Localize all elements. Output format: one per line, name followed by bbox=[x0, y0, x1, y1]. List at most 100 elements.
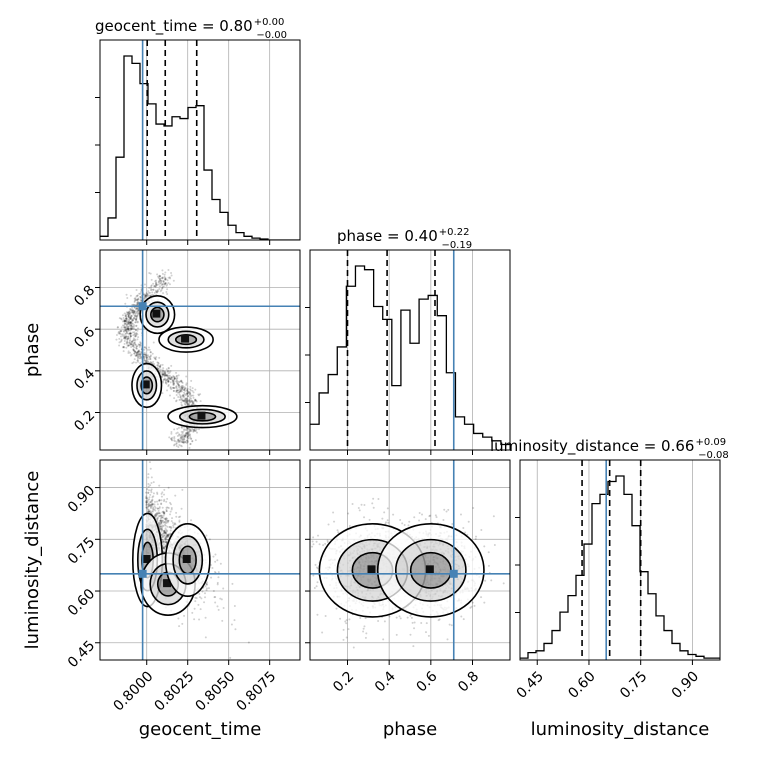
x-tick-label: 0.8 bbox=[455, 668, 482, 695]
sample-point bbox=[167, 374, 170, 377]
sample-point bbox=[181, 387, 184, 390]
sample-point bbox=[147, 485, 150, 488]
sample-point bbox=[163, 273, 166, 276]
density-peak bbox=[197, 411, 206, 420]
sample-point bbox=[149, 358, 152, 361]
sample-point bbox=[137, 308, 140, 311]
sample-point bbox=[413, 516, 416, 519]
sample-point bbox=[214, 560, 217, 563]
sample-point bbox=[126, 322, 129, 325]
sample-point bbox=[123, 322, 126, 325]
sample-point bbox=[145, 356, 148, 359]
sample-point bbox=[133, 297, 136, 300]
sample-point bbox=[130, 321, 133, 324]
sample-point bbox=[131, 309, 134, 312]
sample-point bbox=[162, 540, 165, 543]
sample-point bbox=[187, 400, 190, 403]
sample-point bbox=[150, 503, 153, 506]
sample-point bbox=[167, 383, 170, 386]
sample-point bbox=[348, 618, 351, 621]
sample-point bbox=[147, 354, 150, 357]
panel-border bbox=[99, 249, 301, 451]
sample-point bbox=[124, 314, 127, 317]
sample-point bbox=[167, 366, 170, 369]
sample-point bbox=[185, 392, 188, 395]
sample-point bbox=[180, 379, 183, 382]
sample-point bbox=[161, 516, 164, 519]
sample-point bbox=[163, 517, 166, 520]
sample-point bbox=[159, 279, 162, 282]
sample-point bbox=[186, 395, 189, 398]
scatter-panel-phase-luminosity-distance-content bbox=[310, 460, 510, 660]
sample-point bbox=[345, 636, 348, 639]
sample-point bbox=[164, 371, 167, 374]
sample-point bbox=[172, 382, 175, 385]
sample-point bbox=[147, 476, 150, 479]
sample-point bbox=[177, 395, 180, 398]
sample-point bbox=[164, 518, 167, 521]
sample-point bbox=[125, 319, 128, 322]
sample-point bbox=[171, 439, 174, 442]
sample-point bbox=[150, 476, 153, 479]
sample-point bbox=[166, 369, 169, 372]
sample-point bbox=[190, 379, 193, 382]
sample-point bbox=[162, 280, 165, 283]
sample-point bbox=[123, 340, 126, 343]
sample-point bbox=[166, 534, 169, 537]
sample-point bbox=[123, 326, 126, 329]
sample-point bbox=[480, 528, 483, 531]
sample-point bbox=[190, 399, 193, 402]
sample-point bbox=[167, 376, 170, 379]
sample-point bbox=[136, 299, 139, 302]
sample-point bbox=[171, 378, 174, 381]
sample-point bbox=[152, 288, 155, 291]
sample-point bbox=[148, 356, 151, 359]
sample-point bbox=[126, 320, 129, 323]
sample-point bbox=[132, 343, 135, 346]
sample-point bbox=[124, 302, 127, 305]
sample-point bbox=[192, 403, 195, 406]
sample-point bbox=[163, 512, 166, 515]
sample-point bbox=[212, 589, 215, 592]
sample-point bbox=[185, 401, 188, 404]
sample-point bbox=[179, 380, 182, 383]
sample-point bbox=[191, 387, 194, 390]
sample-point bbox=[161, 277, 164, 280]
sample-point bbox=[182, 400, 185, 403]
sample-point bbox=[165, 519, 168, 522]
sample-point bbox=[160, 527, 163, 530]
sample-point bbox=[186, 435, 189, 438]
sample-point bbox=[162, 543, 165, 546]
sample-point bbox=[182, 441, 185, 444]
sample-point bbox=[132, 337, 135, 340]
sample-point bbox=[177, 617, 180, 620]
sample-point bbox=[149, 361, 152, 364]
sample-point bbox=[462, 618, 465, 621]
sample-point bbox=[188, 399, 191, 402]
density-peak bbox=[425, 565, 434, 574]
sample-point bbox=[139, 353, 142, 356]
sample-point bbox=[153, 285, 156, 288]
sample-point bbox=[129, 335, 132, 338]
sample-point bbox=[173, 397, 176, 400]
sample-point bbox=[120, 329, 123, 332]
sample-point bbox=[136, 350, 139, 353]
sample-point bbox=[158, 511, 161, 514]
sample-point bbox=[189, 437, 192, 440]
sample-point bbox=[146, 499, 149, 502]
sample-point bbox=[124, 313, 127, 316]
sample-point bbox=[150, 481, 153, 484]
sample-point bbox=[136, 301, 139, 304]
sample-point bbox=[155, 281, 158, 284]
sample-point bbox=[311, 540, 314, 543]
sample-point bbox=[164, 381, 167, 384]
sample-point bbox=[162, 534, 165, 537]
sample-point bbox=[176, 382, 179, 385]
sample-point bbox=[158, 506, 161, 509]
sample-point bbox=[164, 540, 167, 543]
sample-point bbox=[472, 507, 475, 510]
sample-point bbox=[163, 511, 166, 514]
sample-point bbox=[139, 353, 142, 356]
sample-point bbox=[122, 346, 125, 349]
sample-point bbox=[176, 380, 179, 383]
